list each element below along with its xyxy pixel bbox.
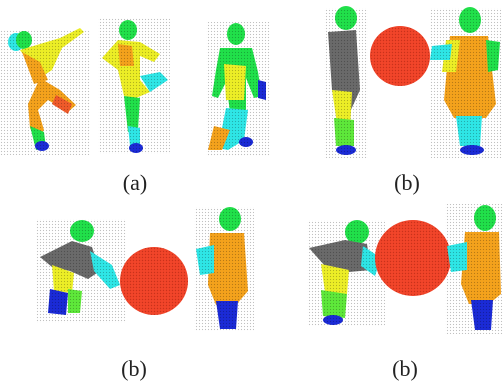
human-figure-2 [98, 18, 170, 154]
panel-b-2-image [36, 207, 254, 331]
ball [375, 220, 451, 296]
human-figure-3 [206, 22, 270, 156]
panel-b-3 [305, 200, 503, 340]
panel-a [0, 0, 270, 170]
caption-b-3: (b) [392, 356, 418, 381]
panel-b-1 [310, 0, 503, 170]
panel-a-image [0, 18, 270, 156]
caption-a: (a) [122, 170, 148, 195]
ball [370, 26, 430, 86]
person-bending [36, 219, 126, 323]
panel-b-2 [30, 205, 255, 335]
caption-b-1: (b) [394, 170, 420, 195]
ball [120, 247, 188, 315]
person-right [430, 7, 502, 158]
panel-b-1-image [324, 6, 502, 158]
human-figure-1 [0, 28, 90, 155]
person-standing [194, 207, 254, 331]
person-standing [445, 204, 503, 334]
caption-b-2: (b) [121, 356, 147, 381]
panel-b-3-image [307, 204, 503, 334]
person-bending [307, 220, 385, 326]
person-left [324, 6, 368, 158]
